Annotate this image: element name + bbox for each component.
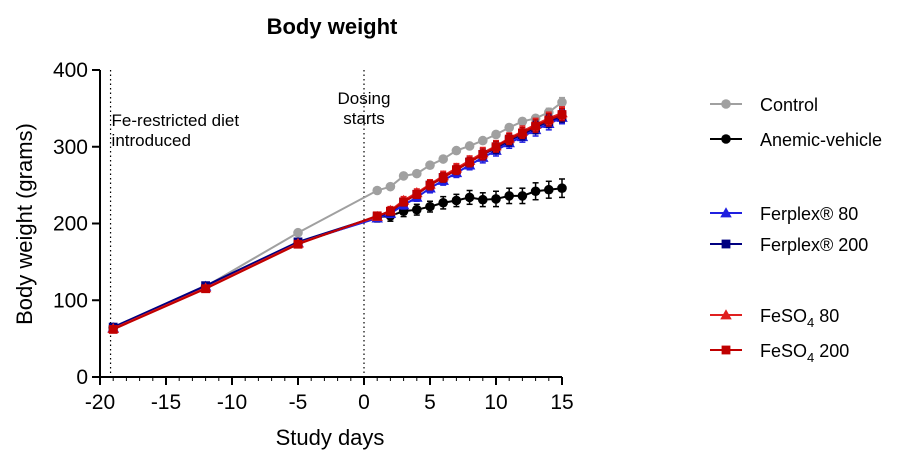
data-point xyxy=(504,134,514,144)
data-point xyxy=(438,197,449,208)
data-point xyxy=(464,141,475,151)
data-point xyxy=(372,185,383,196)
x-tick-label: 10 xyxy=(484,391,507,414)
data-point xyxy=(425,160,435,170)
data-point xyxy=(557,110,567,119)
data-point xyxy=(293,227,303,238)
legend-item: FeSO4 200 xyxy=(710,341,849,365)
legend-marker xyxy=(721,134,731,144)
data-point xyxy=(517,116,528,127)
data-point xyxy=(530,186,541,197)
x-tick-label: -5 xyxy=(289,391,308,414)
data-point xyxy=(372,211,382,221)
x-tick-label: 15 xyxy=(550,391,573,414)
series-anemic-vehicle xyxy=(108,178,567,333)
y-axis-title: Body weight (grams) xyxy=(12,123,37,325)
x-tick-label: 5 xyxy=(424,391,436,414)
data-point xyxy=(491,142,501,152)
data-point xyxy=(451,195,462,206)
data-point xyxy=(385,181,396,192)
x-tick-label: -15 xyxy=(151,391,181,414)
data-point xyxy=(108,325,118,334)
data-point xyxy=(452,165,461,175)
data-point xyxy=(438,154,449,164)
legend-marker xyxy=(721,239,731,249)
x-tick-label: 0 xyxy=(358,391,370,414)
data-point xyxy=(517,191,528,201)
data-point xyxy=(465,157,474,167)
series-line xyxy=(112,187,563,329)
y-tick-label: 100 xyxy=(53,289,88,312)
data-point xyxy=(425,201,435,212)
legend-label: Ferplex® 80 xyxy=(760,204,858,224)
y-tick-label: 300 xyxy=(53,136,88,159)
data-point xyxy=(293,239,303,249)
data-point xyxy=(557,97,567,108)
data-point xyxy=(451,145,462,156)
data-point xyxy=(386,206,395,216)
y-tick-label: 200 xyxy=(53,213,88,236)
data-point xyxy=(478,135,488,146)
legend-label: Control xyxy=(760,95,818,115)
series-feso4-200 xyxy=(108,107,567,334)
plot-area: -20 -15 -10 -5 0 5 10 15 0 100 200 300 400 Fe-restric… xyxy=(53,59,574,414)
annotation-text: introduced xyxy=(112,131,191,150)
data-point xyxy=(504,191,514,201)
data-point xyxy=(518,128,527,138)
legend-item: FeSO4 80 xyxy=(710,306,839,330)
data-point xyxy=(531,121,540,131)
legend: Control Anemic-vehicle Ferplex® 80 Ferplex®… xyxy=(710,95,882,365)
annotation-text: starts xyxy=(343,109,385,128)
y-tick-label: 0 xyxy=(76,366,88,389)
data-point xyxy=(544,184,554,195)
legend-item: Anemic-vehicle xyxy=(710,130,882,150)
legend-label: Anemic-vehicle xyxy=(760,130,882,150)
data-point xyxy=(425,180,435,190)
x-tick-label: -20 xyxy=(85,391,115,414)
data-point xyxy=(438,173,448,182)
legend-marker xyxy=(720,309,732,320)
y-tick-label: 400 xyxy=(53,59,88,82)
data-point xyxy=(412,168,422,179)
data-point xyxy=(557,183,567,193)
legend-marker xyxy=(721,345,731,355)
data-point xyxy=(398,171,409,181)
legend-marker xyxy=(720,207,732,218)
legend-marker xyxy=(721,99,731,109)
legend-label: FeSO4 80 xyxy=(760,306,839,330)
data-point xyxy=(412,189,422,199)
data-point xyxy=(399,197,408,207)
annotation-text: Dosing xyxy=(338,89,391,108)
data-point xyxy=(544,115,554,125)
annotation-text: Fe-restricted diet xyxy=(112,111,240,130)
data-point xyxy=(504,122,514,133)
legend-item: Ferplex® 80 xyxy=(710,204,858,224)
legend-item: Ferplex® 200 xyxy=(710,235,868,255)
data-point xyxy=(201,284,210,294)
data-point xyxy=(491,194,501,204)
legend-label: FeSO4 200 xyxy=(760,341,849,365)
data-point xyxy=(412,204,422,215)
x-axis-title: Study days xyxy=(276,425,385,450)
data-point xyxy=(491,129,501,140)
data-point xyxy=(464,192,475,203)
x-tick-label: -10 xyxy=(217,391,247,414)
legend-item: Control xyxy=(710,95,818,115)
data-point xyxy=(478,150,488,159)
data-point xyxy=(478,194,488,205)
legend-label: Ferplex® 200 xyxy=(760,235,868,255)
chart-title: Body weight xyxy=(267,14,398,39)
